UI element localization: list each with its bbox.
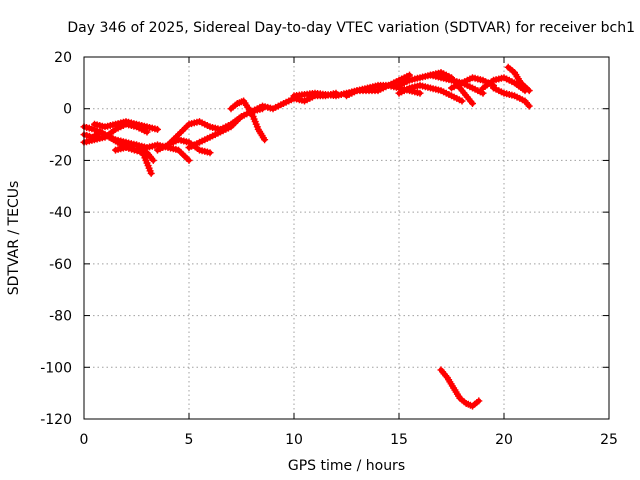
x-tick-label: 10 [285,432,303,448]
x-tick-label: 20 [495,432,513,448]
y-tick-label: -80 [49,309,72,325]
y-tick-label: -120 [40,412,72,428]
chart-title: Day 346 of 2025, Sidereal Day-to-day VTE… [67,20,635,36]
y-tick-label: -20 [49,153,72,169]
sdtvar-chart: Day 346 of 2025, Sidereal Day-to-day VTE… [0,0,640,480]
x-axis-label: GPS time / hours [288,458,405,474]
y-tick-label: -100 [40,360,72,376]
y-tick-label: -40 [49,205,72,221]
y-tick-label: 0 [63,102,72,118]
y-axis-label: SDTVAR / TECUs [6,181,22,296]
x-tick-label: 0 [80,432,89,448]
chart-background [0,0,640,480]
x-tick-label: 15 [390,432,408,448]
y-tick-label: -60 [49,257,72,273]
y-tick-label: 20 [54,50,72,66]
x-tick-label: 25 [600,432,618,448]
x-tick-label: 5 [185,432,194,448]
